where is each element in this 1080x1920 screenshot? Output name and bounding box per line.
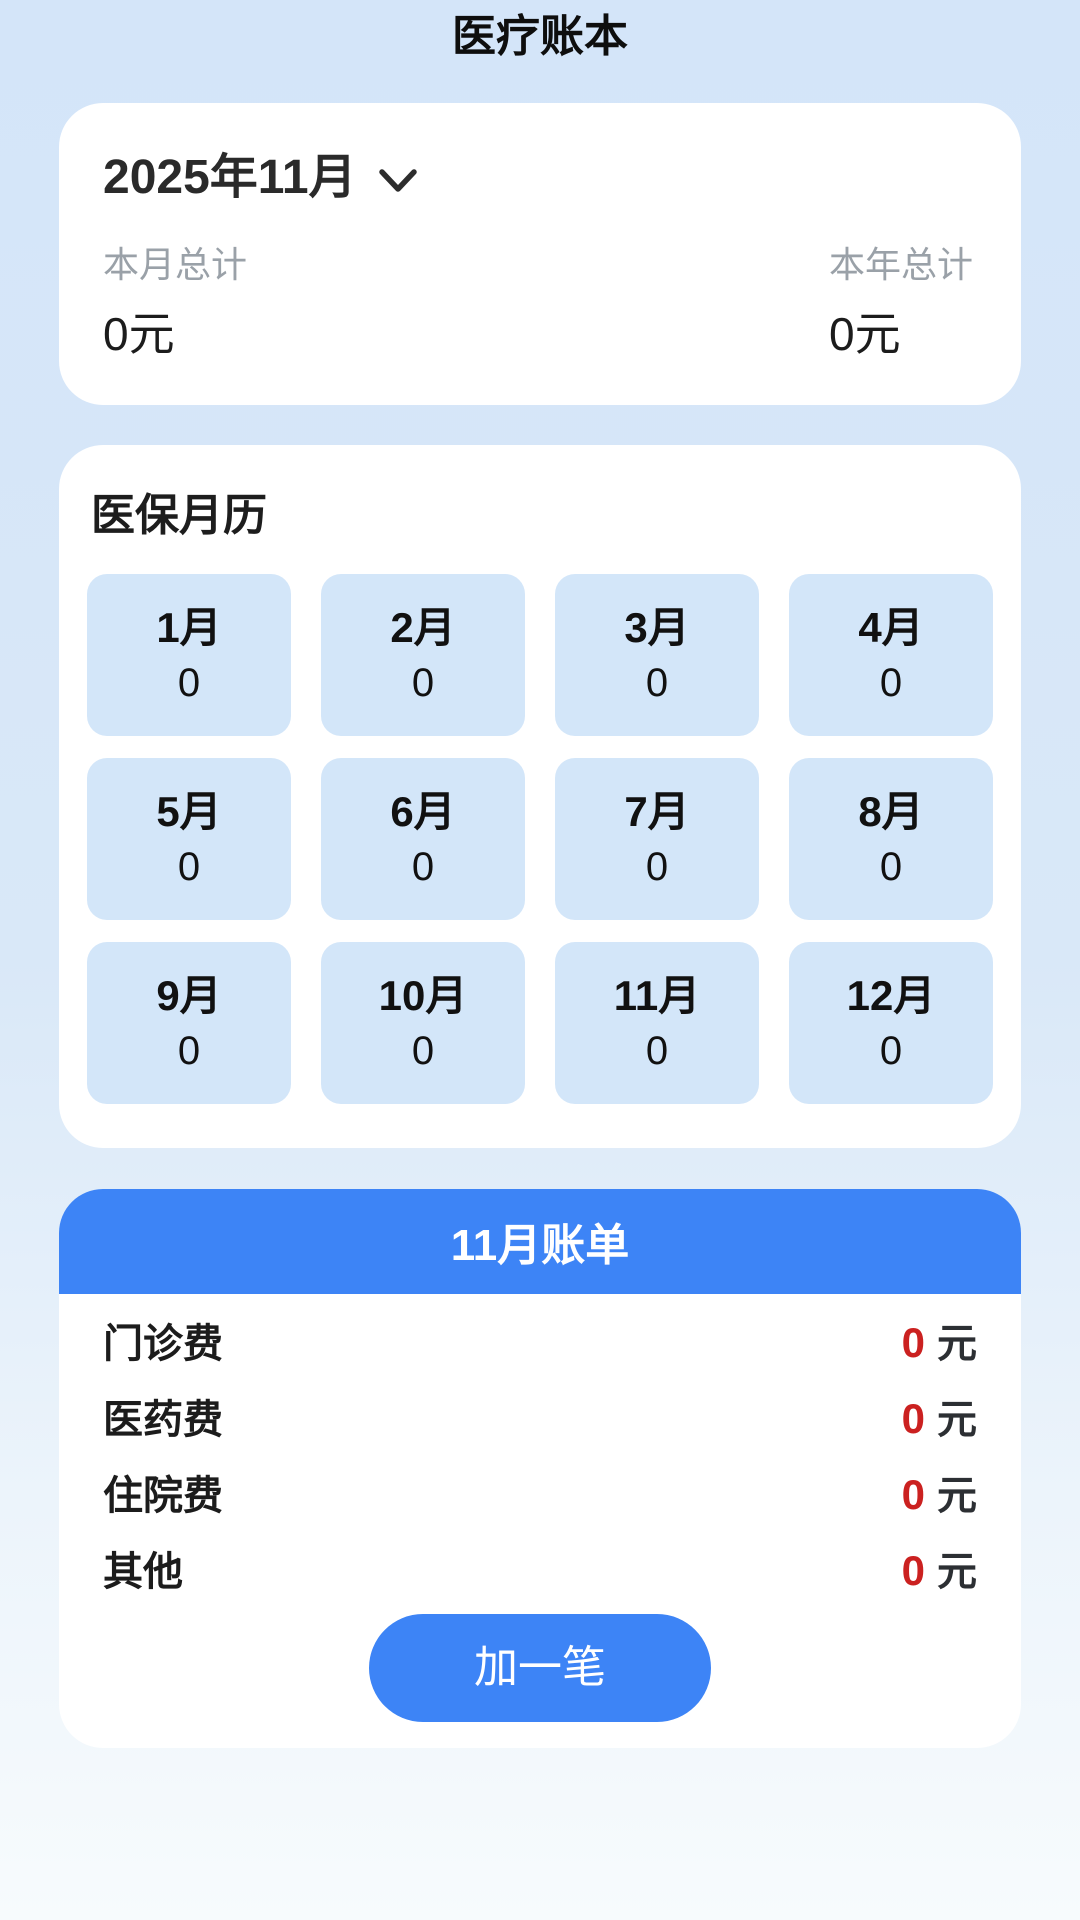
month-selector-label: 2025年11月 bbox=[103, 150, 357, 204]
month-total-label: 本月总计 bbox=[103, 243, 248, 285]
month-tile-value: 0 bbox=[645, 660, 669, 705]
month-tile-label: 2月 bbox=[390, 603, 456, 651]
bill-card: 11月账单 门诊费 0 元 医药费 0 元 住院费 0 元 其他 bbox=[59, 1188, 1021, 1748]
month-tile-value: 0 bbox=[645, 844, 669, 889]
year-total-label: 本年总计 bbox=[829, 243, 974, 285]
month-tile-may[interactable]: 5月 0 bbox=[87, 757, 291, 920]
bill-header: 11月账单 bbox=[59, 1188, 1021, 1294]
month-tile-label: 10月 bbox=[378, 971, 468, 1019]
month-tile-jan[interactable]: 1月 0 bbox=[87, 573, 291, 736]
month-tile-label: 7月 bbox=[624, 787, 690, 835]
month-tile-value: 0 bbox=[645, 1028, 669, 1073]
bill-title: 11月账单 bbox=[450, 1221, 630, 1271]
bill-row-hospitalization: 住院费 0 元 bbox=[103, 1454, 977, 1530]
bill-row-other: 其他 0 元 bbox=[103, 1530, 977, 1606]
month-tile-label: 1月 bbox=[156, 603, 222, 651]
chevron-down-icon bbox=[378, 169, 417, 192]
month-tile-value: 0 bbox=[411, 1028, 435, 1073]
month-tile-value: 0 bbox=[879, 660, 903, 705]
month-tile-label: 4月 bbox=[858, 603, 924, 651]
month-tile-nov[interactable]: 11月 0 bbox=[555, 941, 759, 1104]
bill-body: 门诊费 0 元 医药费 0 元 住院费 0 元 其他 0 元 bbox=[59, 1294, 1021, 1748]
year-total-value: 0元 bbox=[829, 307, 901, 360]
month-tile-dec[interactable]: 12月 0 bbox=[789, 941, 993, 1104]
month-tile-mar[interactable]: 3月 0 bbox=[555, 573, 759, 736]
month-selector[interactable]: 2025年11月 bbox=[103, 150, 419, 204]
bill-row-value: 0 bbox=[901, 1470, 925, 1518]
month-tile-label: 6月 bbox=[390, 787, 456, 835]
bill-row-unit: 元 bbox=[937, 1321, 977, 1366]
month-tile-value: 0 bbox=[177, 1028, 201, 1073]
month-tile-label: 11月 bbox=[613, 971, 701, 1019]
month-grid: 1月 0 2月 0 3月 0 4月 0 5月 0 6月 0 7月 0 8月 0 bbox=[87, 573, 993, 1104]
month-tile-label: 12月 bbox=[846, 971, 936, 1019]
bill-row-value: 0 bbox=[901, 1394, 925, 1442]
bill-row-outpatient: 门诊费 0 元 bbox=[103, 1302, 977, 1378]
summary-card: 2025年11月 本月总计 本年总计 0元 0元 bbox=[59, 102, 1021, 406]
month-tile-feb[interactable]: 2月 0 bbox=[321, 573, 525, 736]
month-total-value: 0元 bbox=[103, 307, 175, 360]
month-tile-value: 0 bbox=[411, 660, 435, 705]
bill-row-value: 0 bbox=[901, 1318, 925, 1366]
month-tile-value: 0 bbox=[879, 844, 903, 889]
month-tile-value: 0 bbox=[411, 844, 435, 889]
bill-row-label: 医药费 bbox=[103, 1397, 223, 1442]
calendar-title: 医保月历 bbox=[91, 491, 267, 541]
bill-row-value: 0 bbox=[901, 1546, 925, 1594]
month-tile-label: 9月 bbox=[156, 971, 222, 1019]
bill-row-medicine: 医药费 0 元 bbox=[103, 1378, 977, 1454]
bill-row-label: 其他 bbox=[103, 1549, 183, 1594]
page-title: 医疗账本 bbox=[452, 12, 628, 61]
month-tile-value: 0 bbox=[177, 660, 201, 705]
month-tile-sep[interactable]: 9月 0 bbox=[87, 941, 291, 1104]
month-tile-value: 0 bbox=[879, 1028, 903, 1073]
calendar-card: 医保月历 1月 0 2月 0 3月 0 4月 0 5月 0 6月 0 7月 0 bbox=[59, 445, 1021, 1148]
bill-row-label: 住院费 bbox=[103, 1473, 223, 1518]
month-tile-apr[interactable]: 4月 0 bbox=[789, 573, 993, 736]
bill-row-unit: 元 bbox=[937, 1397, 977, 1442]
month-tile-aug[interactable]: 8月 0 bbox=[789, 757, 993, 920]
month-tile-jul[interactable]: 7月 0 bbox=[555, 757, 759, 920]
month-tile-oct[interactable]: 10月 0 bbox=[321, 941, 525, 1104]
add-entry-button[interactable]: 加一笔 bbox=[369, 1613, 711, 1722]
month-tile-jun[interactable]: 6月 0 bbox=[321, 757, 525, 920]
month-tile-label: 5月 bbox=[156, 787, 222, 835]
month-tile-value: 0 bbox=[177, 844, 201, 889]
bill-row-label: 门诊费 bbox=[103, 1321, 223, 1366]
bill-row-unit: 元 bbox=[937, 1473, 977, 1518]
bill-row-unit: 元 bbox=[937, 1549, 977, 1594]
month-tile-label: 3月 bbox=[624, 603, 690, 651]
month-tile-label: 8月 bbox=[858, 787, 924, 835]
